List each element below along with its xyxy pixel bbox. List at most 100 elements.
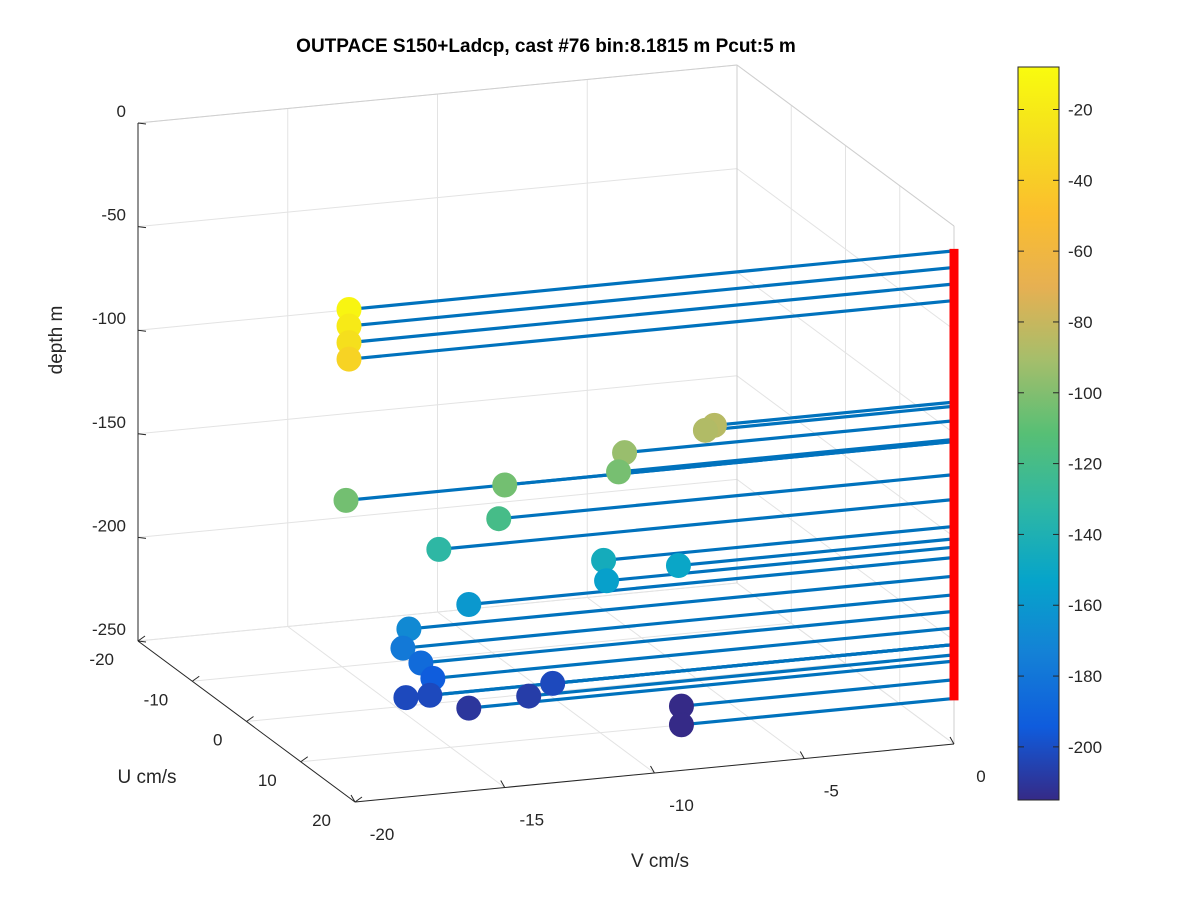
z-tick-label: -150 <box>92 413 126 432</box>
v-tick-mark <box>949 736 955 745</box>
v-tick-label: -10 <box>669 796 694 815</box>
stick-line <box>712 400 956 427</box>
box-edge <box>736 64 955 227</box>
colorbar-tick-label: -60 <box>1068 242 1093 261</box>
colorbar-gradient <box>1017 66 1060 801</box>
data-point <box>333 487 359 513</box>
data-point <box>456 592 482 617</box>
u-tick-mark <box>137 635 146 642</box>
stick-line <box>347 282 956 345</box>
colorbar-tick-label: -200 <box>1068 738 1102 757</box>
stick-line <box>419 609 956 665</box>
data-point <box>417 682 443 708</box>
y-axis-label: V cm/s <box>631 851 689 872</box>
z-tick-mark <box>137 640 147 643</box>
data-point <box>336 346 362 372</box>
stick-line <box>467 555 956 607</box>
stick-line <box>679 696 956 727</box>
chart-title: OUTPACE S150+Ladcp, cast #76 bin:8.1815 … <box>296 36 796 57</box>
data-point <box>516 683 542 709</box>
stick-line <box>347 298 956 361</box>
colorbar-tick-label: -80 <box>1068 313 1093 332</box>
z-tick-label: -50 <box>101 206 126 225</box>
v-tick-mark <box>650 765 655 774</box>
u-tick-label: 10 <box>258 771 277 790</box>
stick-line <box>497 473 956 521</box>
stick-line <box>431 626 956 681</box>
data-point <box>594 568 620 594</box>
colorbar-tick-label: -160 <box>1068 596 1102 615</box>
data-point <box>486 506 512 532</box>
data-point <box>692 417 718 443</box>
z-tick-mark <box>137 329 147 332</box>
colorbar-tick-label: -40 <box>1068 171 1093 190</box>
stick-line <box>407 574 956 631</box>
stick-line <box>622 419 956 455</box>
u-tick-mark <box>300 756 309 763</box>
data-point <box>665 553 691 579</box>
colorbar-tick-label: -180 <box>1068 667 1102 686</box>
stick-line <box>676 537 956 568</box>
stick-line <box>503 439 956 487</box>
grid-line <box>736 582 955 745</box>
stick-line <box>551 642 956 686</box>
u-tick-mark <box>354 796 363 803</box>
u-tick-mark <box>246 716 254 722</box>
stick-lines <box>344 249 956 727</box>
data-point <box>390 635 416 661</box>
u-tick-label: -20 <box>89 650 114 669</box>
v-tick-mark <box>500 780 506 788</box>
z-tick-mark <box>137 536 147 539</box>
stick-line <box>616 437 956 474</box>
stick-line <box>347 265 956 328</box>
v-tick-mark <box>799 751 805 759</box>
v-tick-label: -15 <box>519 811 544 830</box>
data-point <box>456 695 482 721</box>
stick-line <box>679 678 956 708</box>
z-tick-label: -200 <box>92 516 126 535</box>
z-tick-label: -100 <box>92 309 126 328</box>
v-tick-mark <box>350 794 356 803</box>
stick-line <box>527 653 956 698</box>
data-point <box>606 459 632 485</box>
grid-line <box>137 168 738 228</box>
z-tick-mark <box>137 433 147 436</box>
x-axis-label: U cm/s <box>117 767 176 788</box>
grid-line <box>137 375 738 435</box>
data-points <box>333 296 727 738</box>
u-tick-label: 20 <box>312 811 331 830</box>
grid-line <box>736 375 955 538</box>
data-point <box>540 670 566 696</box>
z-tick-label: 0 <box>117 102 126 121</box>
stick-line <box>601 524 956 562</box>
colorbar-tick-label: -140 <box>1068 525 1102 544</box>
stick-line <box>347 249 956 312</box>
colorbar: -20 -40 -60 -80 -100 -120 -140 -160 -180 -200 <box>1017 66 1102 801</box>
v-tick-label: -20 <box>370 825 395 844</box>
z-tick-mark <box>137 122 147 125</box>
data-point <box>393 685 419 711</box>
data-point <box>426 536 452 562</box>
stick-line <box>437 497 956 551</box>
u-tick-label: 0 <box>213 731 222 750</box>
grid-line <box>586 597 805 759</box>
v-tick-label: -5 <box>824 782 839 801</box>
stick-line <box>401 593 956 650</box>
colorbar-tick-label: -100 <box>1068 384 1102 403</box>
stick-line <box>604 545 956 583</box>
tick-labels: 0-50-100-150-200-250-20-1001020-20-15-10… <box>89 102 985 844</box>
data-point <box>668 712 694 738</box>
stick-line <box>467 659 956 710</box>
box-edge <box>137 64 738 124</box>
u-tick-label: -10 <box>144 690 169 709</box>
colorbar-tick-label: -120 <box>1068 455 1102 474</box>
grid-line <box>137 478 738 538</box>
stick-line <box>703 404 956 432</box>
z-axis-label: depth m <box>46 306 67 375</box>
grid-line <box>287 626 506 788</box>
u-tick-mark <box>191 675 200 682</box>
colorbar-ticks: -20 -40 -60 -80 -100 -120 -140 -160 -180 -200 <box>1018 100 1102 757</box>
data-point <box>492 472 518 498</box>
